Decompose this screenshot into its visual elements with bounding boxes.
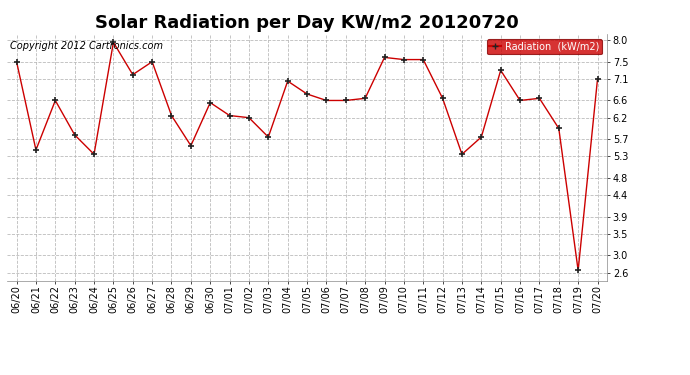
Text: Copyright 2012 Cartronics.com: Copyright 2012 Cartronics.com xyxy=(10,41,163,51)
Title: Solar Radiation per Day KW/m2 20120720: Solar Radiation per Day KW/m2 20120720 xyxy=(95,14,519,32)
Legend: Radiation  (kW/m2): Radiation (kW/m2) xyxy=(486,39,602,54)
